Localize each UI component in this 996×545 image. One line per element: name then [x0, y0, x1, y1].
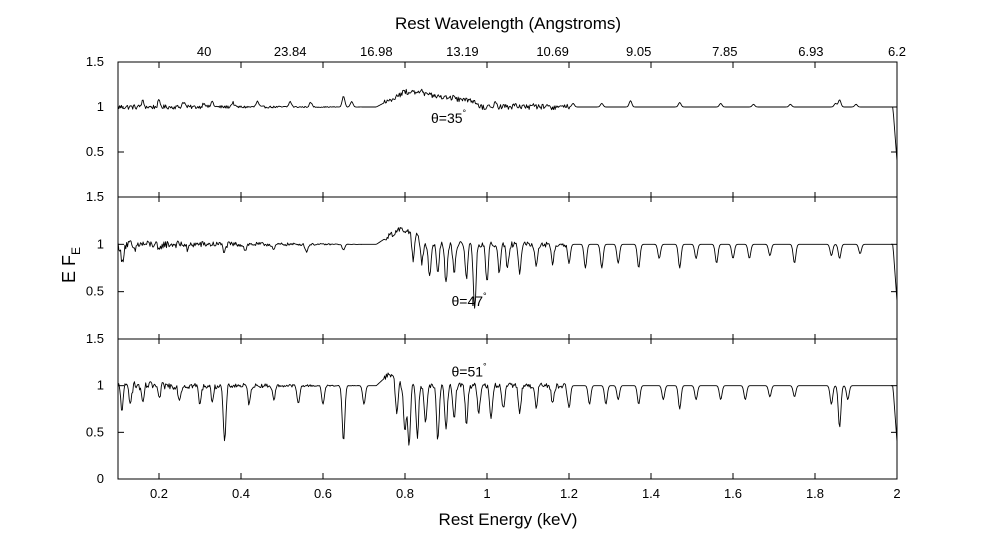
y-tick-label: 1: [97, 378, 104, 393]
y-tick-label: 1.5: [86, 331, 104, 346]
panel-frame: [117, 338, 898, 480]
y-tick-label: 1: [97, 99, 104, 114]
spectrum-line: [117, 227, 898, 309]
x-tick-label: 1.2: [560, 486, 578, 501]
annotation-degree: °: [463, 108, 467, 118]
top-tick-label: 40: [197, 44, 211, 59]
annotation-degree: °: [483, 291, 487, 301]
panel-2: 0.5 1 1.5 θ=47°: [86, 189, 898, 340]
top-tick-label: 23.84: [274, 44, 307, 59]
top-tick-label: 9.05: [626, 44, 651, 59]
y-axis-title: E FE: [59, 247, 83, 283]
top-tick-label: 10.69: [536, 44, 569, 59]
panel-1: 0.5 1 1.5 θ=35°: [86, 54, 898, 198]
x-tick-label: 0.6: [314, 486, 332, 501]
x-tick-label: 1.4: [642, 486, 660, 501]
top-tick-label: 7.85: [712, 44, 737, 59]
x-tick-label: 0.8: [396, 486, 414, 501]
top-tick-label: 6.93: [798, 44, 823, 59]
y-tick-label: 1.5: [86, 189, 104, 204]
panel-frame: [117, 196, 898, 340]
panel-annotation: θ=35°: [431, 108, 467, 126]
bottom-axis-title: Rest Energy (keV): [439, 510, 578, 529]
top-tick-label: 16.98: [360, 44, 393, 59]
y-tick-label: 1.5: [86, 54, 104, 69]
x-tick-label: 0.2: [150, 486, 168, 501]
spectrum-line: [117, 88, 898, 162]
y-axis-title-subscript: E: [69, 247, 83, 255]
y-tick-label: 0.5: [86, 284, 104, 299]
x-tick-label: 1.6: [724, 486, 742, 501]
plot-layer: 0.511.5θ=35°0.511.5θ=47°00.511.5θ=51°0.2…: [86, 44, 906, 501]
annotation-text: θ=47: [452, 293, 484, 309]
annotation-text: θ=35: [431, 110, 463, 126]
panel-frame: [117, 61, 898, 198]
annotation-text: θ=51: [452, 363, 484, 379]
spectrum-line: [117, 372, 898, 446]
y-tick-label: 0.5: [86, 144, 104, 159]
x-tick-label: 2: [893, 486, 900, 501]
y-tick-label: 0.5: [86, 424, 104, 439]
annotation-degree: °: [483, 361, 487, 371]
y-tick-label: 0: [97, 471, 104, 486]
x-tick-label: 0.4: [232, 486, 250, 501]
top-tick-label: 13.19: [446, 44, 479, 59]
panel-annotation: θ=47°: [452, 291, 488, 309]
y-axis-title-main: E F: [59, 255, 79, 283]
x-tick-label: 1: [483, 486, 490, 501]
panel-3: 0 0.5 1 1.5 θ=51°: [86, 331, 898, 486]
x-tick-label: 1.8: [806, 486, 824, 501]
panel-annotation: θ=51°: [452, 361, 488, 379]
y-tick-label: 1: [97, 236, 104, 251]
top-tick-label: 6.2: [888, 44, 906, 59]
top-axis-title: Rest Wavelength (Angstroms): [395, 14, 621, 33]
